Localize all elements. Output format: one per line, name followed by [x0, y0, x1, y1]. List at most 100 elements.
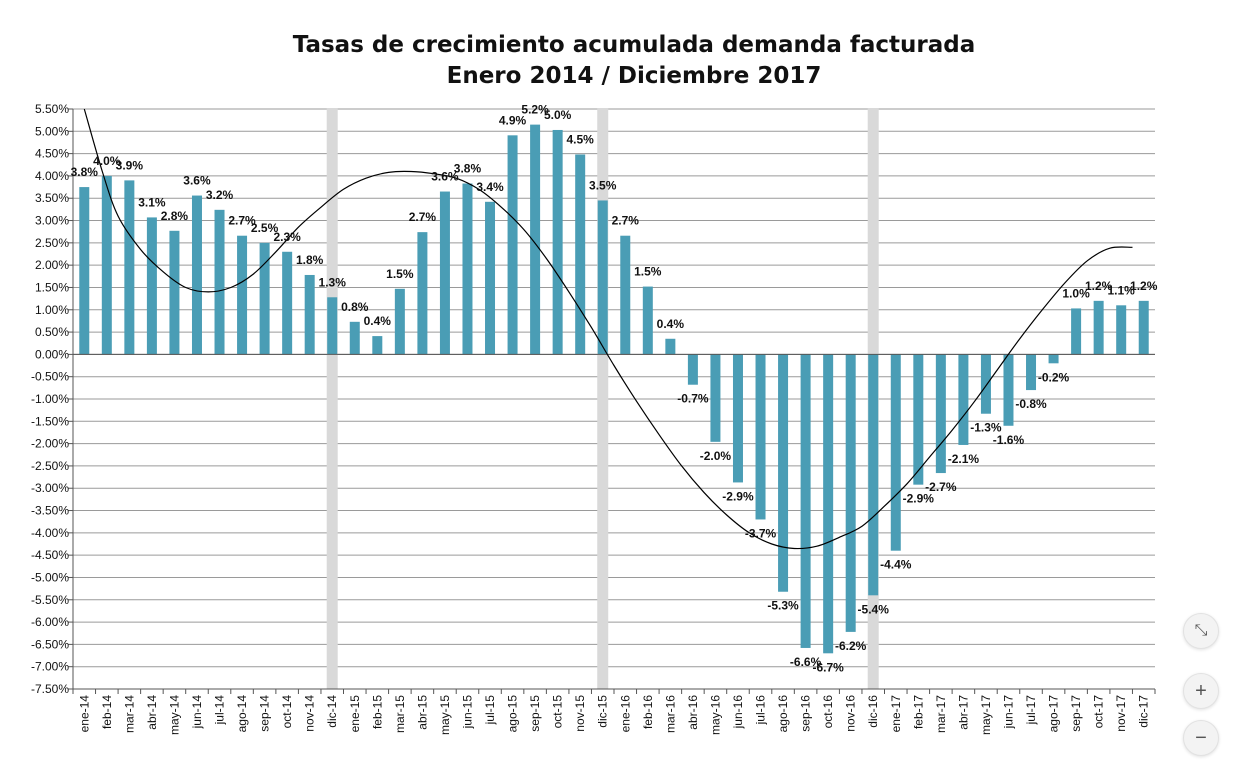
bar: [1116, 305, 1127, 355]
y-tick-label: 0.00%: [35, 347, 69, 361]
x-tick-label: ene-14: [77, 695, 91, 733]
highlight-band: [326, 108, 338, 689]
data-label: 2.7%: [409, 210, 437, 224]
x-tick-label: oct-15: [551, 695, 565, 729]
x-tick-label: oct-14: [280, 695, 294, 729]
x-tick-label: may-16: [708, 695, 722, 735]
bar: [259, 242, 270, 355]
bar: [552, 129, 563, 355]
bar: [665, 338, 676, 355]
bar: [1048, 354, 1059, 364]
data-label: 3.8%: [454, 162, 482, 176]
y-tick-label: -7.50%: [31, 682, 69, 696]
data-label: 2.3%: [273, 230, 301, 244]
x-tick-label: jul-14: [213, 695, 227, 726]
data-label: 5.2%: [521, 103, 549, 117]
bar: [687, 354, 698, 385]
bar: [597, 200, 608, 355]
x-tick-label: abr-14: [145, 695, 159, 730]
data-label: -2.0%: [700, 449, 732, 463]
data-label: -2.7%: [925, 480, 957, 494]
y-tick-label: -6.50%: [31, 637, 69, 651]
grid-lines: [73, 108, 1155, 690]
bar: [146, 217, 157, 355]
highlight-band: [597, 108, 609, 689]
x-tick-label: mar-16: [663, 695, 677, 733]
zoom-in-button[interactable]: +: [1183, 673, 1219, 709]
bar: [372, 336, 383, 355]
bar: [101, 175, 112, 355]
bar: [417, 232, 428, 355]
zoom-out-button[interactable]: −: [1183, 720, 1219, 756]
bar: [980, 354, 991, 414]
data-label: -6.7%: [812, 660, 844, 674]
y-tick-label: 3.50%: [35, 191, 69, 205]
bar: [1093, 300, 1104, 355]
bar: [732, 354, 743, 483]
x-tick-label: nov-14: [303, 695, 317, 732]
data-label: -1.6%: [993, 433, 1025, 447]
bar: [1138, 300, 1149, 355]
data-label: -6.6%: [790, 655, 822, 669]
x-tick-label: feb-15: [370, 695, 384, 729]
plus-icon: +: [1195, 679, 1207, 702]
data-label: 5.0%: [544, 108, 572, 122]
y-tick-label: 1.50%: [35, 280, 69, 294]
bar: [1071, 308, 1082, 355]
bar: [755, 354, 766, 520]
x-tick-label: sep-14: [258, 695, 272, 732]
data-label: 3.2%: [206, 188, 234, 202]
data-label: -6.2%: [835, 639, 867, 653]
y-tick-label: 1.00%: [35, 303, 69, 317]
x-tick-label: may-14: [167, 695, 181, 735]
data-label: 4.9%: [499, 113, 527, 127]
x-tick-label: feb-16: [641, 695, 655, 729]
bar: [394, 288, 405, 355]
data-label: 1.2%: [1085, 279, 1113, 293]
bar: [642, 286, 653, 355]
bar: [845, 354, 856, 632]
x-tick-label: jul-15: [483, 695, 497, 726]
bar: [620, 235, 631, 355]
bar: [778, 354, 789, 592]
x-tick-label: ene-16: [618, 695, 632, 733]
x-tick-label: nov-15: [573, 695, 587, 732]
bar: [913, 354, 924, 485]
data-label: 1.5%: [634, 265, 662, 279]
x-tick-label: jun-15: [460, 695, 474, 730]
bar: [282, 251, 293, 355]
bar: [1026, 354, 1037, 391]
bar: [935, 354, 946, 474]
y-tick-label: 2.00%: [35, 258, 69, 272]
data-label: -1.3%: [970, 421, 1002, 435]
collapse-button[interactable]: ⤡: [1183, 613, 1219, 649]
bar: [304, 274, 315, 355]
x-tick-label: oct-16: [821, 695, 835, 729]
bar: [710, 354, 721, 442]
data-label: -5.3%: [767, 599, 799, 613]
x-tick-label: sep-17: [1069, 695, 1083, 732]
x-tick-label: feb-14: [100, 695, 114, 729]
bar: [124, 180, 135, 355]
x-tick-label: may-15: [438, 695, 452, 735]
bar: [79, 187, 90, 355]
data-label: 2.7%: [228, 214, 256, 228]
data-label: 1.0%: [1062, 286, 1090, 300]
y-tick-label: -5.00%: [31, 570, 69, 584]
data-label: -0.7%: [677, 392, 709, 406]
x-tick-label: nov-16: [844, 695, 858, 732]
bar: [823, 354, 834, 654]
x-tick-label: ago-15: [506, 695, 520, 733]
chart-title-line1: Tasas de crecimiento acumulada demanda f…: [293, 32, 976, 58]
bars: [79, 124, 1149, 654]
x-tick-label: nov-17: [1114, 695, 1128, 732]
bar: [214, 209, 225, 355]
x-tick-label: sep-15: [528, 695, 542, 732]
bar: [507, 135, 518, 355]
data-label: 4.5%: [567, 133, 595, 147]
minus-icon: −: [1195, 726, 1207, 749]
data-label: 2.8%: [161, 209, 189, 223]
x-tick-label: abr-16: [686, 695, 700, 730]
data-label: 3.4%: [476, 180, 504, 194]
x-tick-label: feb-17: [911, 695, 925, 729]
